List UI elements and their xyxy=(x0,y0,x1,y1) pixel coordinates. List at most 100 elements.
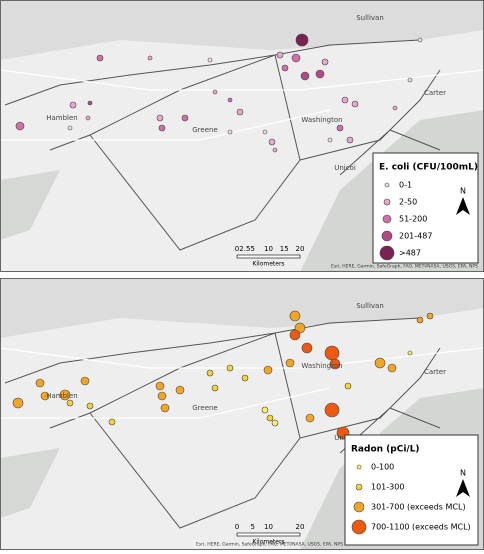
sample-point xyxy=(86,402,94,410)
sample-point xyxy=(329,358,341,370)
north-arrow xyxy=(456,197,470,215)
legend-symbol xyxy=(382,214,392,224)
sample-point xyxy=(289,329,301,341)
sample-point xyxy=(295,33,309,47)
sample-point xyxy=(324,345,340,361)
sample-point xyxy=(276,51,284,59)
ridge xyxy=(0,170,60,240)
scale-unit: Kilometers xyxy=(252,539,284,546)
ridge xyxy=(0,448,60,518)
sample-point xyxy=(271,419,279,427)
sample-point xyxy=(212,89,218,95)
sample-point xyxy=(407,77,413,83)
county-label: Greene xyxy=(192,126,218,134)
sample-point xyxy=(341,96,349,104)
county-label: Sullivan xyxy=(356,14,384,22)
sample-point xyxy=(227,129,233,135)
county-label: Washington xyxy=(301,362,342,370)
sample-point xyxy=(426,312,434,320)
attribution: Esri, HERE, Garmin, SafeGraph, FAO, METI… xyxy=(331,264,478,270)
attribution: Esri, HERE, Garmin, SafeGraph, FAO, METI… xyxy=(196,542,343,548)
sample-point xyxy=(181,114,189,122)
sample-point xyxy=(67,125,73,131)
road xyxy=(0,347,484,419)
scale-tick-label: 20 xyxy=(296,523,305,531)
legend-label: 301-700 (exceeds MCL) xyxy=(371,503,466,512)
scale-tick-label: 5 xyxy=(251,245,255,253)
legend-symbol xyxy=(379,245,395,261)
road xyxy=(0,69,484,141)
legend-label: 0-100 xyxy=(371,463,394,472)
sample-point xyxy=(300,71,310,81)
sample-point xyxy=(69,101,77,109)
sample-point xyxy=(301,342,313,354)
sample-point xyxy=(206,369,214,377)
sample-point xyxy=(160,403,170,413)
legend-label: >487 xyxy=(399,249,421,258)
scale-unit: Kilometers xyxy=(252,261,284,268)
scale-tick-label: 0 xyxy=(235,245,239,253)
north-label: N xyxy=(460,469,466,478)
county-label: Sullivan xyxy=(356,302,384,310)
county-label: Hamblen xyxy=(46,392,78,400)
scale-tick-label: 0 xyxy=(235,523,239,531)
sample-point xyxy=(268,138,276,146)
sample-point xyxy=(324,402,340,418)
scale-tick-label: 15 xyxy=(280,245,289,253)
sample-point xyxy=(327,137,333,143)
county-label: Carter xyxy=(424,368,446,376)
scale-tick-label: 10 xyxy=(264,523,273,531)
legend-title: Radon (pCi/L) xyxy=(351,445,420,455)
county-label: Unicoi xyxy=(334,164,356,172)
sample-point xyxy=(407,350,413,356)
sample-point xyxy=(59,389,71,401)
sample-point xyxy=(158,124,166,132)
sample-point xyxy=(211,384,219,392)
sample-point xyxy=(262,129,268,135)
sample-point xyxy=(157,391,167,401)
sample-point xyxy=(241,374,249,382)
sample-point xyxy=(35,378,45,388)
legend-label: 201-487 xyxy=(399,232,432,241)
legend-label: 2-50 xyxy=(399,198,417,207)
legend-label: 101-300 xyxy=(371,483,404,492)
sample-point xyxy=(147,55,153,61)
sample-point xyxy=(156,114,164,122)
sample-point xyxy=(15,121,25,131)
county-label: Greene xyxy=(192,404,218,412)
sample-point xyxy=(175,385,185,395)
sample-point xyxy=(85,115,91,121)
sample-point xyxy=(207,57,213,63)
sample-point xyxy=(87,100,93,106)
sample-point xyxy=(346,136,354,144)
scale-tick-label: 10 xyxy=(264,245,273,253)
county-boundary xyxy=(4,317,441,529)
scale-bar xyxy=(236,254,301,259)
legend-symbol xyxy=(355,483,363,491)
sample-point xyxy=(416,316,424,324)
legend-symbol xyxy=(383,198,391,206)
legend-symbol xyxy=(351,519,367,535)
legend-symbol xyxy=(381,230,393,242)
legend-symbol xyxy=(384,182,390,188)
legend-label: 0-1 xyxy=(399,181,412,190)
sample-point xyxy=(96,54,104,62)
scale-tick-label: 20 xyxy=(296,245,305,253)
sample-point xyxy=(417,37,423,43)
legend-label: 700-1100 (exceeds MCL) xyxy=(371,523,471,532)
sample-point xyxy=(291,53,301,63)
sample-point xyxy=(66,399,74,407)
sample-point xyxy=(351,100,359,108)
legend-box xyxy=(344,434,479,546)
north-arrow xyxy=(456,479,470,497)
legend-title: E. coli (CFU/100mL) xyxy=(379,163,478,173)
sample-point xyxy=(321,58,329,66)
sample-point xyxy=(344,382,352,390)
legend-symbol xyxy=(353,501,365,513)
map-panel: SullivanHamblenGreeneWashingtonCarterUni… xyxy=(0,278,484,550)
map-panel: SullivanHamblenGreeneWashingtonCarterUni… xyxy=(0,0,484,272)
sample-point xyxy=(227,97,233,103)
sample-point xyxy=(289,310,301,322)
sample-point xyxy=(387,363,397,373)
